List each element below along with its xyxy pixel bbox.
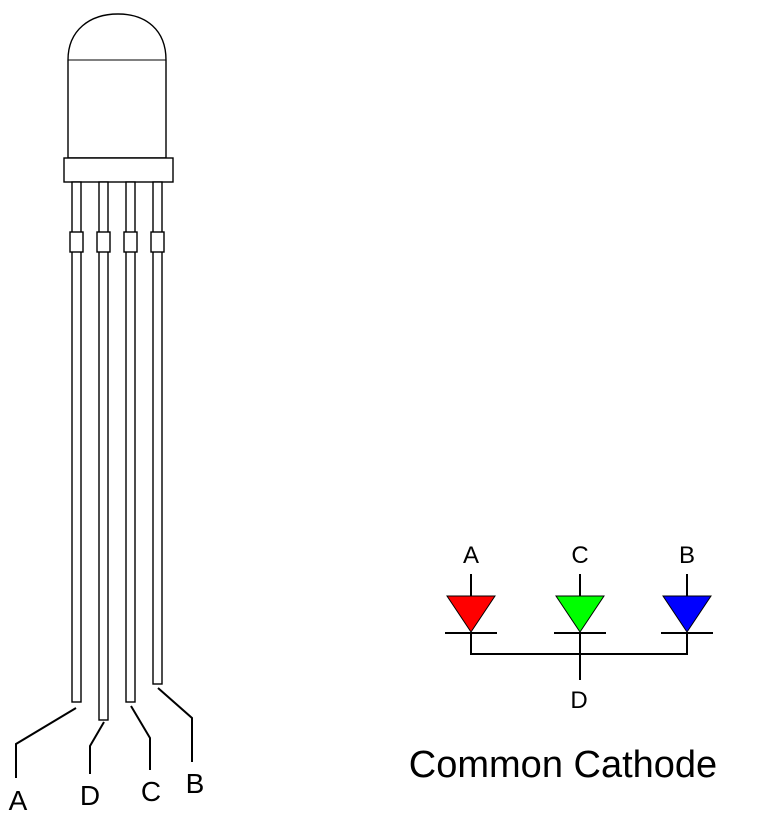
anode-label-green: C <box>571 542 588 569</box>
schematic-caption: Common Cathode <box>409 744 717 786</box>
leader-a <box>15 707 77 778</box>
anode-label-blue: B <box>679 542 695 569</box>
pin-label-d: D <box>80 780 100 811</box>
pin-label-b: B <box>186 768 205 799</box>
led-legs <box>69 181 165 721</box>
cathode-label: D <box>570 687 587 714</box>
leg-d-notch <box>96 231 111 253</box>
led-flange <box>63 157 174 183</box>
pin-label-a: A <box>9 785 28 816</box>
leg-b-notch <box>150 231 165 253</box>
leg-a-notch <box>69 231 84 253</box>
leg-a <box>71 181 82 703</box>
leg-b <box>152 181 163 685</box>
common-cathode-schematic: A C B D Common Cathode <box>409 542 717 786</box>
anode-label-red: A <box>463 542 479 569</box>
led-package: A D C B <box>9 13 205 816</box>
diode-green <box>555 595 605 633</box>
leader-b <box>157 687 193 762</box>
pin-leaders <box>15 687 193 778</box>
leg-c-notch <box>123 231 138 253</box>
diode-red <box>446 595 496 633</box>
leader-c <box>130 705 151 770</box>
leg-d <box>98 181 109 721</box>
leg-c <box>125 181 136 703</box>
led-dome <box>67 13 167 159</box>
diode-blue <box>662 595 712 633</box>
leader-d <box>89 721 105 774</box>
pin-label-c: C <box>141 776 161 807</box>
